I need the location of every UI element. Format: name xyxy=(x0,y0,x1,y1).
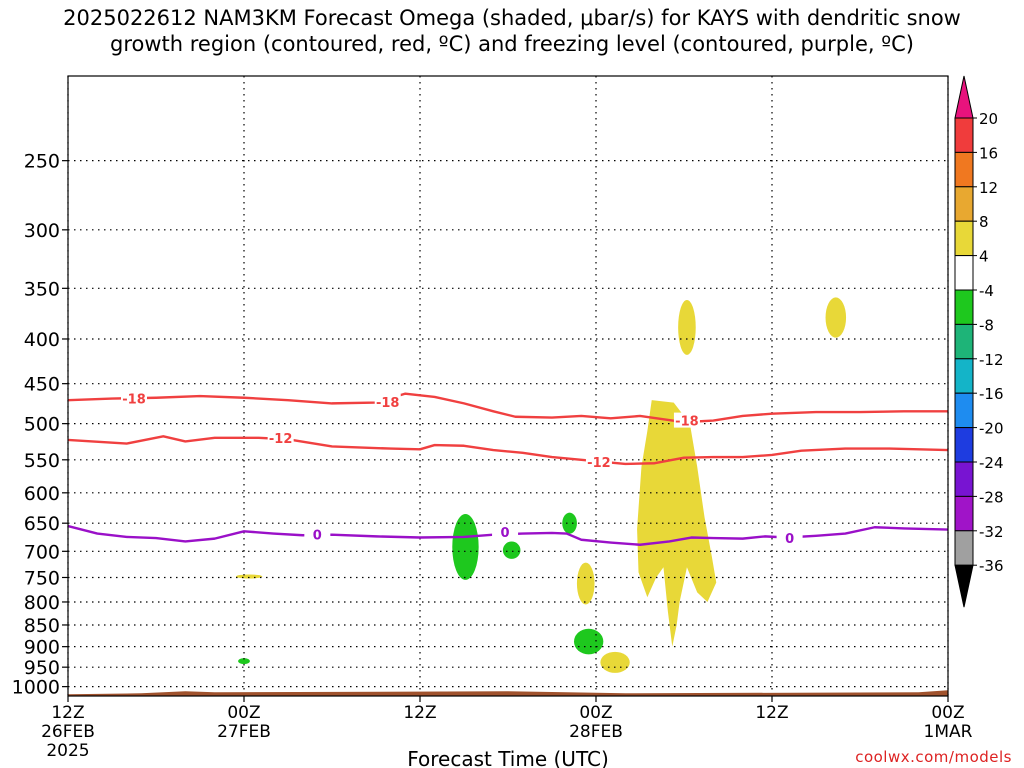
x-tick-label: 27FEB xyxy=(217,722,271,742)
y-tick-label: 600 xyxy=(24,483,60,505)
y-tick-label: 350 xyxy=(24,278,60,300)
y-tick-label: 900 xyxy=(24,637,60,659)
x-tick-label: 28FEB xyxy=(569,722,623,742)
y-tick-label: 650 xyxy=(24,513,60,535)
contour-label-bg xyxy=(121,390,147,406)
colorbar-band xyxy=(954,117,974,153)
contour-label: -18 xyxy=(675,415,699,430)
x-axis-label: Forecast Time (UTC) xyxy=(407,747,609,768)
colorbar-tick-label: 12 xyxy=(979,179,998,197)
x-tick-label: 12Z xyxy=(51,703,84,723)
y-tick-label: 500 xyxy=(24,414,60,436)
contour-label: 0 xyxy=(785,532,794,547)
chart-title-line-1: 2025022612 NAM3KM Forecast Omega (shaded… xyxy=(63,6,961,30)
omega-region xyxy=(576,562,595,605)
omega-region xyxy=(678,300,696,355)
y-tick-label: 750 xyxy=(24,567,60,589)
y-tick-label: 700 xyxy=(24,541,60,563)
contour-label: 0 xyxy=(501,526,510,541)
y-tick-label: 300 xyxy=(24,220,60,242)
omega-region xyxy=(502,541,521,559)
colorbar-tick-label: 20 xyxy=(979,110,998,128)
omega-region xyxy=(562,512,577,534)
contour-label: -18 xyxy=(122,393,146,408)
colorbar-bottom-arrow xyxy=(954,564,974,608)
omega-region xyxy=(600,651,630,673)
contour-label-bg xyxy=(267,429,294,445)
colorbar-tick-label: -16 xyxy=(979,385,1004,403)
colorbar-band xyxy=(954,289,974,325)
x-tick-label: 1MAR xyxy=(924,722,973,742)
x-tick-label: 12Z xyxy=(755,703,788,723)
y-tick-label: 1000 xyxy=(12,677,60,699)
colorbar-band xyxy=(954,392,974,429)
y-tick-label: 800 xyxy=(24,592,60,614)
x-tick-label: 00Z xyxy=(227,703,260,723)
grid-lines xyxy=(67,76,949,696)
colorbar-band xyxy=(954,427,974,463)
contour-label-bg xyxy=(776,530,803,546)
colorbar-band xyxy=(954,530,974,566)
plot-frame xyxy=(67,75,949,697)
colorbar-band xyxy=(954,461,974,497)
contours xyxy=(67,392,949,546)
contour-label: 0 xyxy=(313,529,322,544)
x-tick-label: 00Z xyxy=(579,703,612,723)
y-tick-label: 250 xyxy=(24,151,60,173)
colorbar-band xyxy=(954,323,974,360)
colorbar-top-arrow xyxy=(954,75,974,119)
omega-shading xyxy=(235,297,847,673)
contour-line xyxy=(67,392,948,424)
colorbar-tick-label: -4 xyxy=(979,282,994,300)
colorbar-band xyxy=(954,186,974,222)
x-tick-label: 2025 xyxy=(46,741,89,761)
colorbar-tick-label: -12 xyxy=(979,351,1004,369)
colorbar-tick-label: -36 xyxy=(979,557,1004,575)
colorbar-tick-label: -8 xyxy=(979,316,994,334)
colorbar-tick-label: -32 xyxy=(979,523,1004,541)
ground-layer xyxy=(68,690,948,696)
colorbar-tick-label: -24 xyxy=(979,454,1004,472)
contour-label: -12 xyxy=(587,456,611,471)
colorbar-tick-label: 4 xyxy=(979,248,989,266)
y-tick-label: 400 xyxy=(24,329,60,351)
ground-fill xyxy=(68,690,948,696)
colorbar-band xyxy=(954,495,974,532)
colorbar-tick-label: -20 xyxy=(979,420,1004,438)
source-credit: coolwx.com/models xyxy=(855,748,1012,766)
colorbar-tick-label: 8 xyxy=(979,213,989,231)
contour-label-bg xyxy=(304,526,331,542)
contour-labels: -18 -18 -18 -12 -12 0 0 0 xyxy=(121,390,803,547)
contour-label: -12 xyxy=(269,432,293,447)
omega-region xyxy=(574,628,604,655)
plot-border xyxy=(67,75,949,697)
colorbar-band xyxy=(954,255,974,291)
x-tick-label: 00Z xyxy=(931,703,964,723)
contour-label-bg xyxy=(673,412,700,428)
y-tick-label: 450 xyxy=(24,374,60,396)
omega-region xyxy=(238,658,250,665)
chart-title-line-2: growth region (contoured, red, ºC) and f… xyxy=(110,32,914,56)
contour-label-bg xyxy=(492,523,519,539)
x-tick-label: 12Z xyxy=(403,703,436,723)
y-tick-label: 950 xyxy=(24,657,60,679)
contour-label: -18 xyxy=(376,396,400,411)
y-axis: 2503003504004505005506006507007508008509… xyxy=(12,151,68,699)
y-tick-label: 550 xyxy=(24,450,60,472)
omega-region xyxy=(825,297,847,338)
colorbar-band xyxy=(954,151,974,188)
colorbar-tick-label: -28 xyxy=(979,488,1004,506)
omega-region xyxy=(452,513,479,580)
contour-label-bg xyxy=(585,453,612,469)
colorbar: 20 16 12 8 4 -4 -8 -12 -16 -20 -24 -28 -32 -36 xyxy=(954,75,1004,608)
contour-line xyxy=(67,435,949,466)
contour-label-bg xyxy=(374,393,401,409)
y-tick-label: 850 xyxy=(24,615,60,637)
colorbar-tick-label: 16 xyxy=(979,144,998,162)
colorbar-band xyxy=(954,220,974,257)
colorbar-band xyxy=(954,358,974,394)
x-tick-label: 26FEB xyxy=(41,722,95,742)
